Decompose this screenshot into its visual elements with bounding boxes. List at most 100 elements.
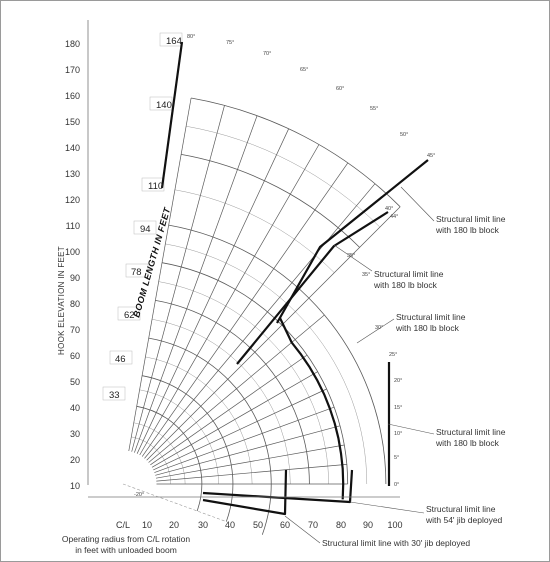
angle-line-5: [156, 464, 347, 482]
angle-line-60: [139, 144, 320, 456]
x-tick-100: 100: [387, 520, 402, 530]
boom-label-box-2: [117, 306, 141, 321]
limit-line-b: [236, 211, 389, 365]
boom-label-box-5: [141, 177, 165, 192]
y-tick-120: 120: [65, 195, 80, 205]
annotation-3-line-1: Structural limit line: [396, 312, 466, 322]
y-tick-160: 160: [65, 91, 80, 101]
angle-label-20: 20°: [394, 378, 402, 384]
angle-line-35: [150, 354, 308, 466]
annotation-6-line-1: Structural limit line with 30' jib deplo…: [322, 538, 470, 548]
angle-label-70: 70°: [263, 51, 271, 57]
x-tick-10: 10: [142, 520, 152, 530]
annotation-5-line-1: Structural limit line: [426, 504, 496, 514]
boom-label-46: 46: [115, 354, 126, 365]
y-tick-100: 100: [65, 247, 80, 257]
angle-line-40: [148, 314, 325, 463]
x-tick-40: 40: [225, 520, 235, 530]
annotation-4-line-2: with 180 lb block: [435, 438, 500, 448]
x-tick-90: 90: [363, 520, 373, 530]
x-tick-30: 30: [198, 520, 208, 530]
boom-label-box-0: [102, 386, 126, 401]
angle-label-5: 5°: [394, 455, 399, 461]
x-tick-60: 60: [280, 520, 290, 530]
angle-label-50: 50°: [400, 132, 408, 138]
boom-label-110: 110: [148, 181, 163, 192]
angle-line-30: [151, 371, 318, 468]
angle-line-20: [154, 406, 335, 473]
boom-label-box-1: [109, 350, 133, 365]
angle-line-50: [144, 183, 376, 459]
y-tick-150: 150: [65, 117, 80, 127]
angle-label-0: 0°: [394, 482, 399, 488]
y-axis-title: HOOK ELEVATION IN FEET: [57, 246, 66, 355]
x-tick-cl: C/L: [116, 520, 130, 530]
angle-label-65: 65°: [300, 67, 308, 73]
boom-label-box-7: [159, 32, 183, 47]
angle-line-65: [136, 128, 290, 454]
angle-line-70: [134, 115, 258, 453]
angle-label-40: 40°: [385, 206, 393, 212]
angle-line-55: [141, 162, 349, 457]
annotations: Structural limit line with 180 lb block …: [284, 186, 506, 548]
y-tick-80: 80: [70, 299, 80, 309]
y-tick-110: 110: [66, 221, 80, 231]
intermediate-arc-152: [186, 125, 381, 228]
boom-label-78: 78: [131, 267, 142, 278]
boom-label-62: 62: [124, 310, 135, 321]
boom-arc-62: [148, 337, 272, 535]
y-tick-50: 50: [70, 377, 80, 387]
angle-label-75: 75°: [226, 40, 234, 46]
x-axis-caption-line-1: Operating radius from C/L rotation: [62, 534, 190, 544]
limit-line-c: [279, 317, 345, 500]
intermediate-arc-125: [174, 189, 335, 273]
annotation-3-line-2: with 180 lb block: [395, 323, 460, 333]
limit-line-top: [160, 41, 184, 189]
annotation-2-line-2: with 180 lb block: [373, 280, 438, 290]
angle-line-15: [155, 425, 341, 476]
angle-label-10: 10°: [394, 431, 402, 437]
angle-label-35b: 35°: [347, 253, 355, 259]
angle-line-80: [128, 97, 192, 452]
angle-label-44: 44°: [390, 214, 398, 220]
x-tick-70: 70: [308, 520, 318, 530]
angle-label-neg20: -20°: [134, 492, 144, 498]
y-tick-30: 30: [70, 429, 80, 439]
x-axis-caption-line-2: in feet with unloaded boom: [75, 545, 177, 555]
angle-line-45: [146, 206, 401, 461]
angle-line-75: [131, 105, 225, 452]
angle-label-35: 35°: [362, 272, 370, 278]
y-tick-60: 60: [70, 351, 80, 361]
boom-stowed-line: [122, 483, 227, 522]
boom-label-box-6: [149, 96, 173, 111]
y-axis: 10 20 30 40 50 60 70 80 90 100 110 120 1…: [57, 20, 89, 491]
annotation-2-line-1: Structural limit line: [374, 269, 444, 279]
annotation-5-line-2: with 54' jib deployed: [425, 515, 503, 525]
limit-line-a: [276, 159, 429, 324]
boom-label-164: 164: [166, 36, 182, 47]
y-tick-170: 170: [65, 65, 80, 75]
boom-label-box-3: [125, 263, 149, 278]
y-tick-10: 10: [70, 481, 80, 491]
angle-labels: 80° 75° 70° 65° 60° 55° 50° 45° 40° 44° …: [134, 34, 435, 498]
angle-label-60: 60°: [336, 86, 344, 92]
boom-label-140: 140: [156, 100, 172, 111]
boom-label-box-4: [133, 220, 157, 235]
angle-line-25: [153, 388, 327, 471]
angle-label-25: 25°: [389, 352, 397, 358]
y-tick-20: 20: [70, 455, 80, 465]
angle-label-45: 45°: [427, 153, 435, 159]
y-tick-90: 90: [70, 273, 80, 283]
x-tick-20: 20: [169, 520, 179, 530]
boom-arc-164: [191, 97, 401, 208]
annotation-1-line-2: with 180 lb block: [435, 225, 500, 235]
y-tick-140: 140: [65, 143, 80, 153]
angle-label-15: 15°: [394, 405, 402, 411]
angle-line-10: [155, 444, 345, 479]
annotation-4-line-1: Structural limit line: [436, 427, 506, 437]
x-tick-80: 80: [336, 520, 346, 530]
y-tick-130: 130: [65, 169, 80, 179]
angle-label-80: 80°: [187, 34, 195, 40]
